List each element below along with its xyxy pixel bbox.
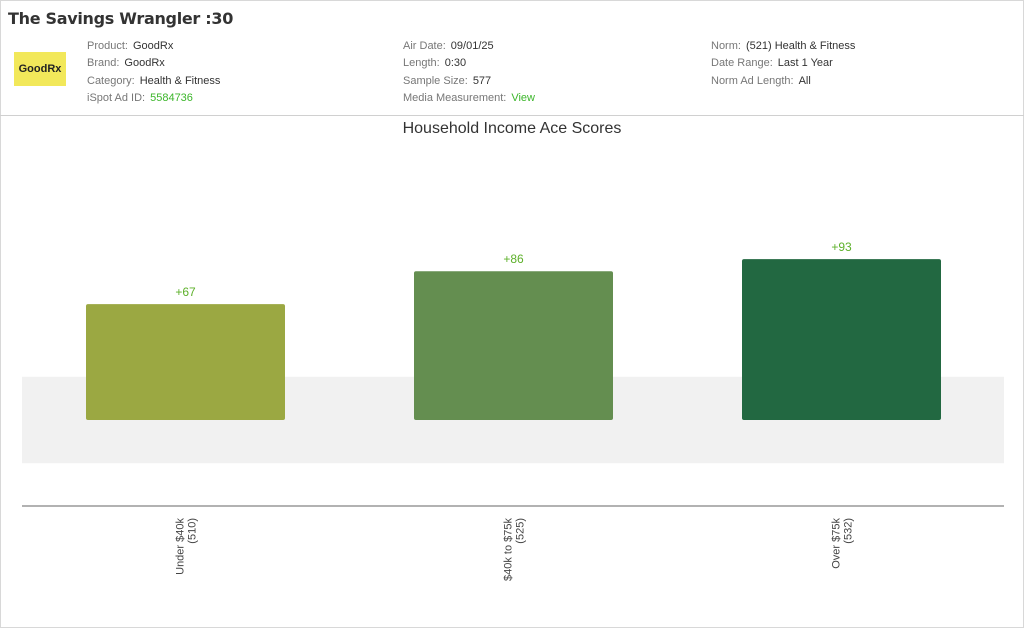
info-row: Length: 0:30 bbox=[403, 55, 535, 72]
info-row: Norm Ad Length: All bbox=[711, 73, 855, 90]
info-row: Date Range: Last 1 Year bbox=[711, 55, 855, 72]
info-label: Product: bbox=[87, 40, 128, 52]
info-value: All bbox=[798, 74, 811, 87]
bar-1 bbox=[414, 271, 613, 420]
ad-info-column-2: Air Date: 09/01/25 Length: 0:30 Sample Size:… bbox=[403, 38, 535, 107]
bar-2 bbox=[742, 259, 941, 420]
tick-count-0: (510) bbox=[187, 518, 199, 544]
info-label: iSpot Ad ID: bbox=[87, 91, 146, 104]
household-income-chart: Household Income Ace Scores +67 Under $40k… bbox=[22, 120, 1004, 581]
tick-label-2: Over $75k bbox=[831, 518, 843, 569]
info-label: Date Range: bbox=[711, 57, 773, 70]
ad-header: The Savings Wrangler :30 GoodRx Product:… bbox=[0, 0, 1024, 116]
ad-info-column-3: Norm: (521) Health & Fitness Date Range: La… bbox=[711, 38, 855, 90]
info-row: Air Date: 09/01/25 bbox=[403, 38, 535, 55]
tick-count-1: (525) bbox=[515, 518, 527, 544]
data-label-2: +93 bbox=[831, 240, 852, 254]
info-value: 0:30 bbox=[444, 57, 467, 70]
info-row: Norm: (521) Health & Fitness bbox=[711, 38, 855, 55]
info-label: Media Measurement: bbox=[403, 91, 507, 104]
info-label: Category: bbox=[87, 74, 135, 87]
info-row: Category: Health & Fitness bbox=[87, 73, 220, 90]
info-label: Length: bbox=[403, 57, 440, 70]
info-link[interactable]: View bbox=[511, 91, 535, 104]
info-value: GoodRx bbox=[124, 57, 165, 70]
tick-label-1: $40k to $75k bbox=[503, 518, 515, 581]
data-label-1: +86 bbox=[503, 252, 524, 266]
info-value: GoodRx bbox=[132, 40, 174, 52]
bar-0 bbox=[86, 304, 285, 420]
ad-title: The Savings Wrangler :30 bbox=[8, 9, 234, 28]
tick-count-2: (532) bbox=[843, 518, 855, 544]
info-label: Sample Size: bbox=[403, 74, 468, 87]
ad-info-column-1: Product: GoodRx Brand: GoodRx Category: Healt… bbox=[87, 38, 220, 107]
logo-text: GoodRx bbox=[18, 63, 62, 75]
info-row: Sample Size: 577 bbox=[403, 73, 535, 90]
chart-title: Household Income Ace Scores bbox=[403, 120, 622, 137]
info-value: (521) Health & Fitness bbox=[745, 40, 856, 52]
info-label: Brand: bbox=[87, 57, 120, 70]
info-label: Norm Ad Length: bbox=[711, 74, 794, 87]
info-row: Product: GoodRx bbox=[87, 38, 220, 55]
info-value: 577 bbox=[472, 74, 492, 87]
tick-label-0: Under $40k bbox=[175, 518, 187, 575]
info-link[interactable]: 5584736 bbox=[150, 91, 193, 104]
info-value: Last 1 Year bbox=[777, 57, 833, 70]
info-row: Brand: GoodRx bbox=[87, 55, 220, 72]
info-row: Media Measurement: View bbox=[403, 90, 535, 107]
data-label-0: +67 bbox=[175, 285, 196, 299]
info-label: Air Date: bbox=[403, 40, 446, 52]
info-value: Health & Fitness bbox=[139, 74, 221, 87]
info-label: Norm: bbox=[711, 40, 741, 52]
info-value: 09/01/25 bbox=[450, 40, 494, 52]
brand-logo: GoodRx bbox=[14, 52, 66, 86]
info-row: iSpot Ad ID: 5584736 bbox=[87, 90, 220, 107]
